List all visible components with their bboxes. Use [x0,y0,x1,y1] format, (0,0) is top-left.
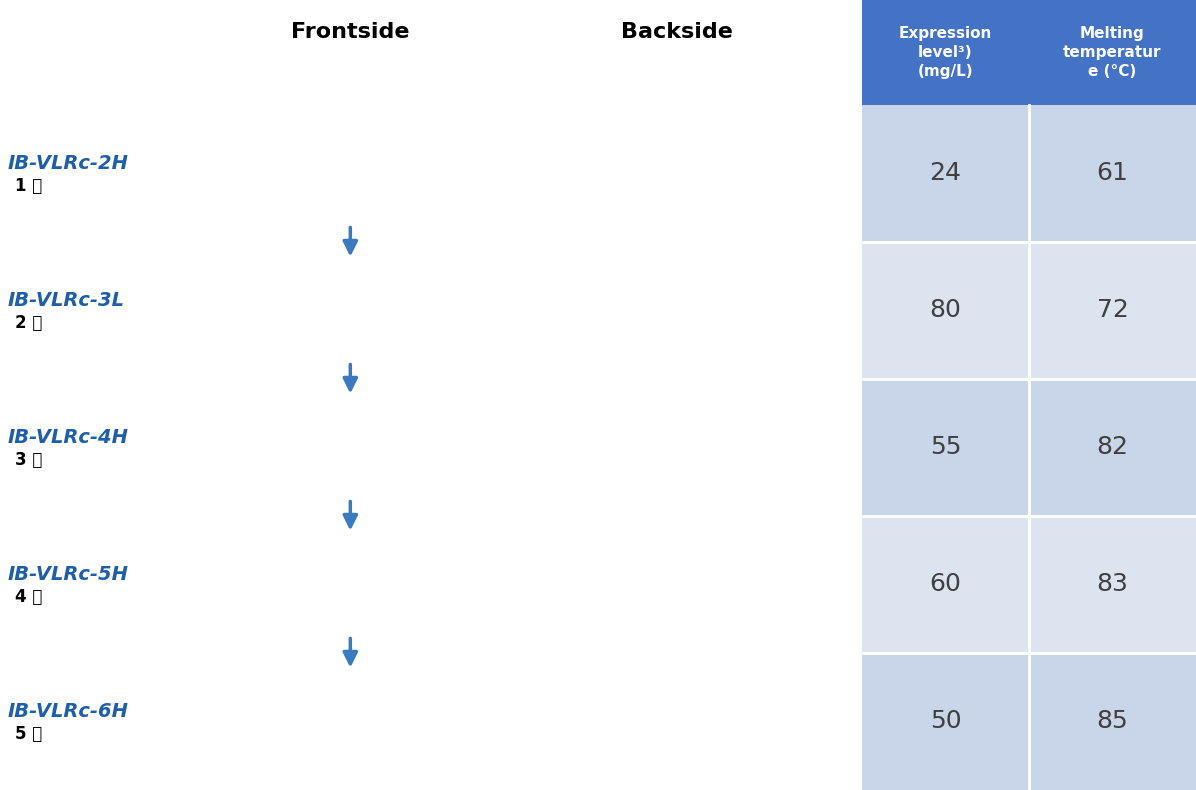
Text: 24: 24 [929,161,962,186]
Bar [1029,653,1196,790]
Bar [0,0,862,790]
Text: IB-VLRc-3L: IB-VLRc-3L [7,291,124,310]
Text: 1 개: 1 개 [16,177,42,195]
Text: 72: 72 [1097,299,1129,322]
Text: 80: 80 [929,299,962,322]
Text: 4 개: 4 개 [16,588,43,606]
Bar [862,105,1029,242]
Text: 85: 85 [1097,709,1128,733]
Bar [1029,0,1196,105]
Text: IB-VLRc-2H: IB-VLRc-2H [7,154,128,173]
Text: 50: 50 [929,709,962,733]
Bar [862,379,1029,516]
Text: 55: 55 [929,435,962,460]
Bar [1029,516,1196,653]
Text: 82: 82 [1097,435,1129,460]
Bar [862,242,1029,379]
Bar [1029,379,1196,516]
Bar [862,653,1029,790]
Bar [862,516,1029,653]
Text: Backside: Backside [621,22,733,43]
Text: 5 개: 5 개 [16,725,42,743]
Text: Expression
level³)
(mg/L): Expression level³) (mg/L) [898,26,993,78]
Text: Melting
temperatur
e (°C): Melting temperatur e (°C) [1063,26,1161,78]
Text: 61: 61 [1097,161,1129,186]
Bar [1029,105,1196,242]
Bar [1029,242,1196,379]
Text: Frontside: Frontside [291,22,409,43]
Text: IB-VLRc-4H: IB-VLRc-4H [7,427,128,446]
Text: 2 개: 2 개 [16,314,43,332]
Text: IB-VLRc-5H: IB-VLRc-5H [7,565,128,584]
Text: 3 개: 3 개 [16,451,43,469]
Bar [862,0,1029,105]
Text: 60: 60 [929,573,962,596]
Text: 83: 83 [1097,573,1129,596]
Text: IB-VLRc-6H: IB-VLRc-6H [7,702,128,720]
